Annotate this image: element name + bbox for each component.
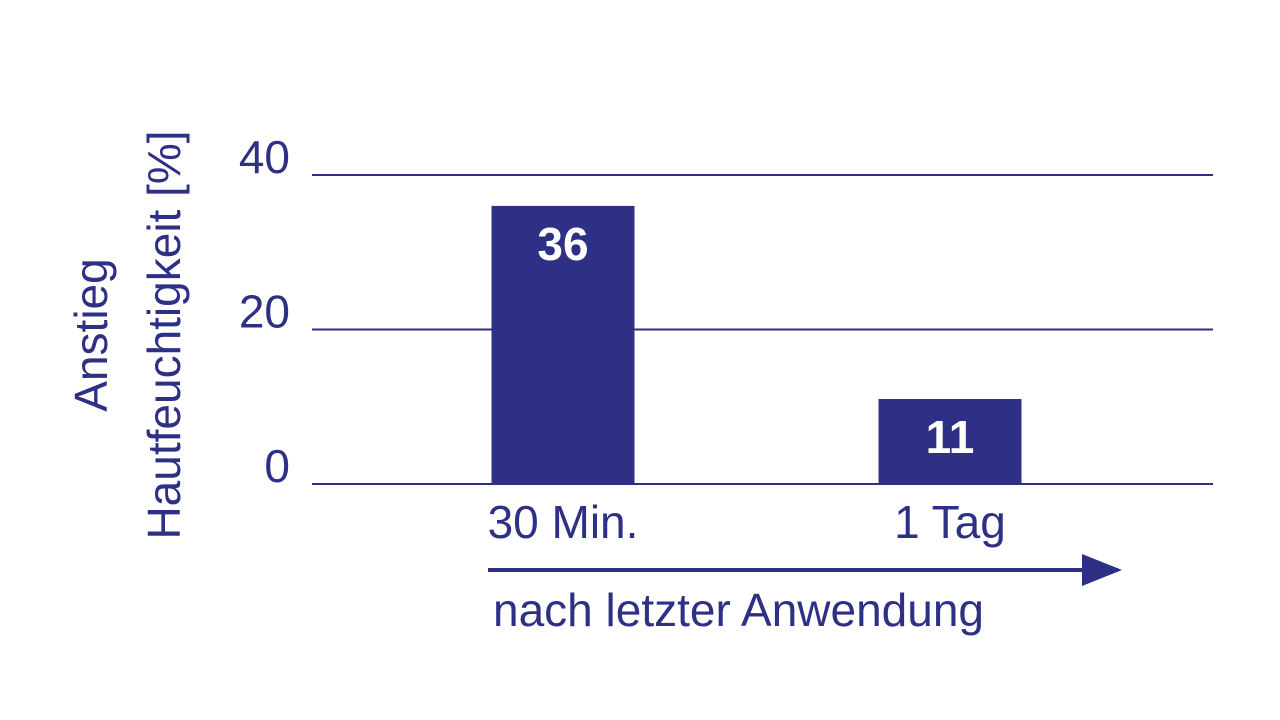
x-tick-label: 30 Min. [488, 496, 639, 548]
x-tick-label: 1 Tag [894, 496, 1006, 548]
y-axis-label: Anstieg [65, 258, 117, 411]
y-axis-label: Hautfeuchtigkeit [%] [138, 130, 190, 539]
bar [491, 205, 635, 484]
y-tick-label: 40 [239, 131, 290, 183]
y-tick-label: 0 [264, 440, 290, 492]
bar [878, 399, 1022, 484]
value-label: 11 [926, 411, 975, 463]
x-axis-label: nach letzter Anwendung [493, 584, 984, 636]
value-label: 36 [537, 218, 588, 270]
y-tick-label: 20 [239, 286, 290, 338]
